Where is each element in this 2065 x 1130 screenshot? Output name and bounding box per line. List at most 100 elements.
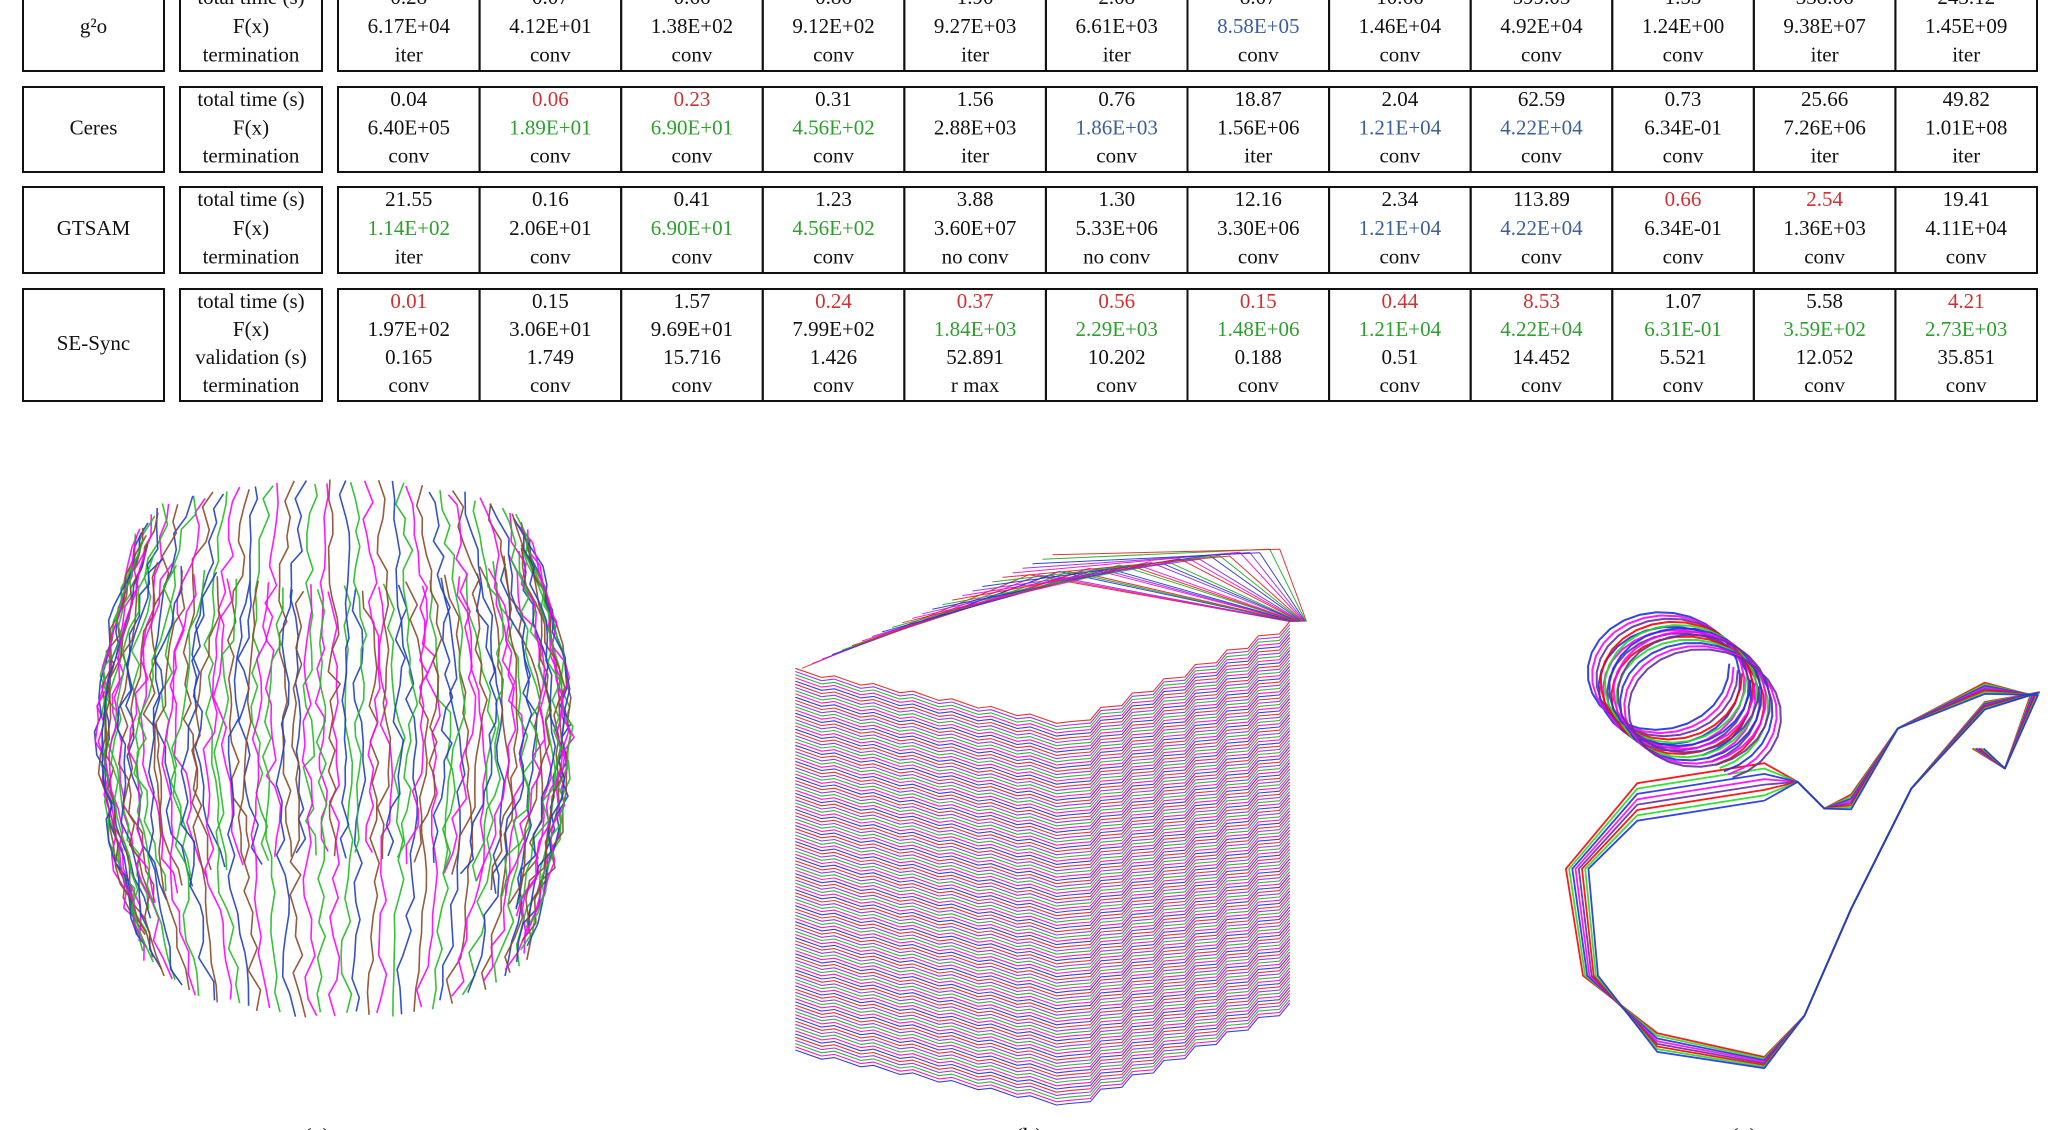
cell-value: 0.66 <box>674 0 711 9</box>
cell-value: 1.36E+03 <box>1783 216 1865 240</box>
trajectory <box>349 481 368 853</box>
cell-value: 4.22E+04 <box>1500 115 1583 139</box>
trajectory <box>795 765 1291 869</box>
row-label: termination <box>203 244 300 268</box>
trajectory <box>795 941 1291 1045</box>
cell-value: 3.59E+02 <box>1783 317 1865 341</box>
cell-value: 1.86E+03 <box>1075 115 1157 139</box>
trajectory <box>795 922 1291 1026</box>
data-cell <box>1894 0 2038 72</box>
cell-value: conv <box>1379 373 1420 397</box>
trajectory <box>180 571 218 1001</box>
cell-value: 2.04 <box>1382 87 1419 111</box>
trajectory <box>795 884 1291 987</box>
cell-value: 0.31 <box>815 87 852 111</box>
trajectory <box>795 733 1291 837</box>
cell-value: 6.90E+01 <box>651 216 733 240</box>
data-cell <box>1894 186 2038 274</box>
trajectory <box>795 659 1291 763</box>
trajectory <box>992 555 1303 622</box>
cell-value: 8.07 <box>1240 0 1277 9</box>
trajectory <box>327 479 341 857</box>
cell-value: 2.08 <box>1098 0 1135 9</box>
cell-value: 6.61E+03 <box>1075 14 1157 38</box>
cell-value: 4.12E+01 <box>509 14 591 38</box>
cell-value: conv <box>388 373 429 397</box>
trajectory <box>795 800 1291 904</box>
trajectory <box>459 491 498 875</box>
trajectory <box>475 497 517 882</box>
cell-value: 52.891 <box>946 345 1004 369</box>
cell-value: conv <box>672 144 713 168</box>
cell-value: 49.82 <box>1943 87 1990 111</box>
cell-value: conv <box>672 373 713 397</box>
label-cell <box>179 86 323 173</box>
trajectory <box>795 650 1291 753</box>
cell-value: 0.07 <box>532 0 569 9</box>
trajectory <box>1022 552 1305 622</box>
trajectory <box>795 957 1291 1061</box>
trajectory <box>501 507 542 897</box>
name-cell <box>22 288 165 402</box>
trajectory <box>795 746 1291 849</box>
trajectory <box>795 964 1291 1068</box>
trajectory <box>443 574 474 1004</box>
cell-value: 7.99E+02 <box>792 317 874 341</box>
cell-value: 0.06 <box>532 87 569 111</box>
cell-value: 2.54 <box>1806 187 1843 211</box>
trajectory <box>361 590 381 1015</box>
trajectory <box>795 643 1291 747</box>
trajectory-figures: (a) (b) (c) <box>93 479 2040 1130</box>
trajectory <box>795 852 1291 955</box>
trajectory <box>795 980 1291 1084</box>
row-label: total time (s) <box>197 0 304 9</box>
trajectory <box>362 480 381 853</box>
trajectory <box>396 584 419 1015</box>
trajectory <box>108 551 147 961</box>
cell-value: conv <box>813 42 854 66</box>
cell-value: 1.749 <box>527 345 574 369</box>
trajectory <box>795 842 1291 946</box>
cell-value: 6.17E+04 <box>368 14 451 38</box>
cell-value: 1.21E+04 <box>1359 216 1442 240</box>
cell-value: conv <box>1946 244 1987 268</box>
trajectory <box>795 682 1291 785</box>
trajectory <box>795 778 1291 882</box>
trajectory <box>443 494 477 874</box>
trajectory <box>147 566 183 986</box>
trajectory <box>795 816 1291 920</box>
trajectory <box>795 932 1291 1035</box>
cell-value: 0.24 <box>815 289 852 313</box>
trajectory <box>795 845 1291 949</box>
row-label: F(x) <box>233 115 269 139</box>
trajectory <box>795 961 1291 1064</box>
cell-value: 0.51 <box>1382 345 1419 369</box>
cell-value: iter <box>961 144 989 168</box>
trajectory <box>795 951 1291 1055</box>
trajectory <box>487 503 519 890</box>
name-cell <box>22 0 165 72</box>
cell-value: conv <box>672 244 713 268</box>
trajectory <box>97 534 147 936</box>
trajectory <box>376 586 394 1014</box>
cell-value: conv <box>530 244 571 268</box>
row-label: total time (s) <box>197 187 304 211</box>
trajectory <box>467 573 506 993</box>
cell-value: 1.48E+06 <box>1217 317 1299 341</box>
trajectory <box>795 707 1291 811</box>
trajectory <box>212 486 244 866</box>
cell-value: iter <box>1952 144 1980 168</box>
trajectory <box>140 503 179 894</box>
cell-value: conv <box>1663 244 1704 268</box>
cell-value: 8.58E+05 <box>1217 14 1299 38</box>
cell-value: 6.34E-01 <box>1644 216 1722 240</box>
cell-value: 1.45E+09 <box>1925 14 2007 38</box>
trajectory <box>795 759 1291 862</box>
cell-value: 2.34 <box>1382 187 1419 211</box>
cell-value: r max <box>951 373 1000 397</box>
trajectory <box>479 566 515 990</box>
cell-value: 1.23 <box>815 187 852 211</box>
cell-value: conv <box>1379 144 1420 168</box>
cell-value: conv <box>1946 373 1987 397</box>
trajectory <box>795 762 1291 865</box>
